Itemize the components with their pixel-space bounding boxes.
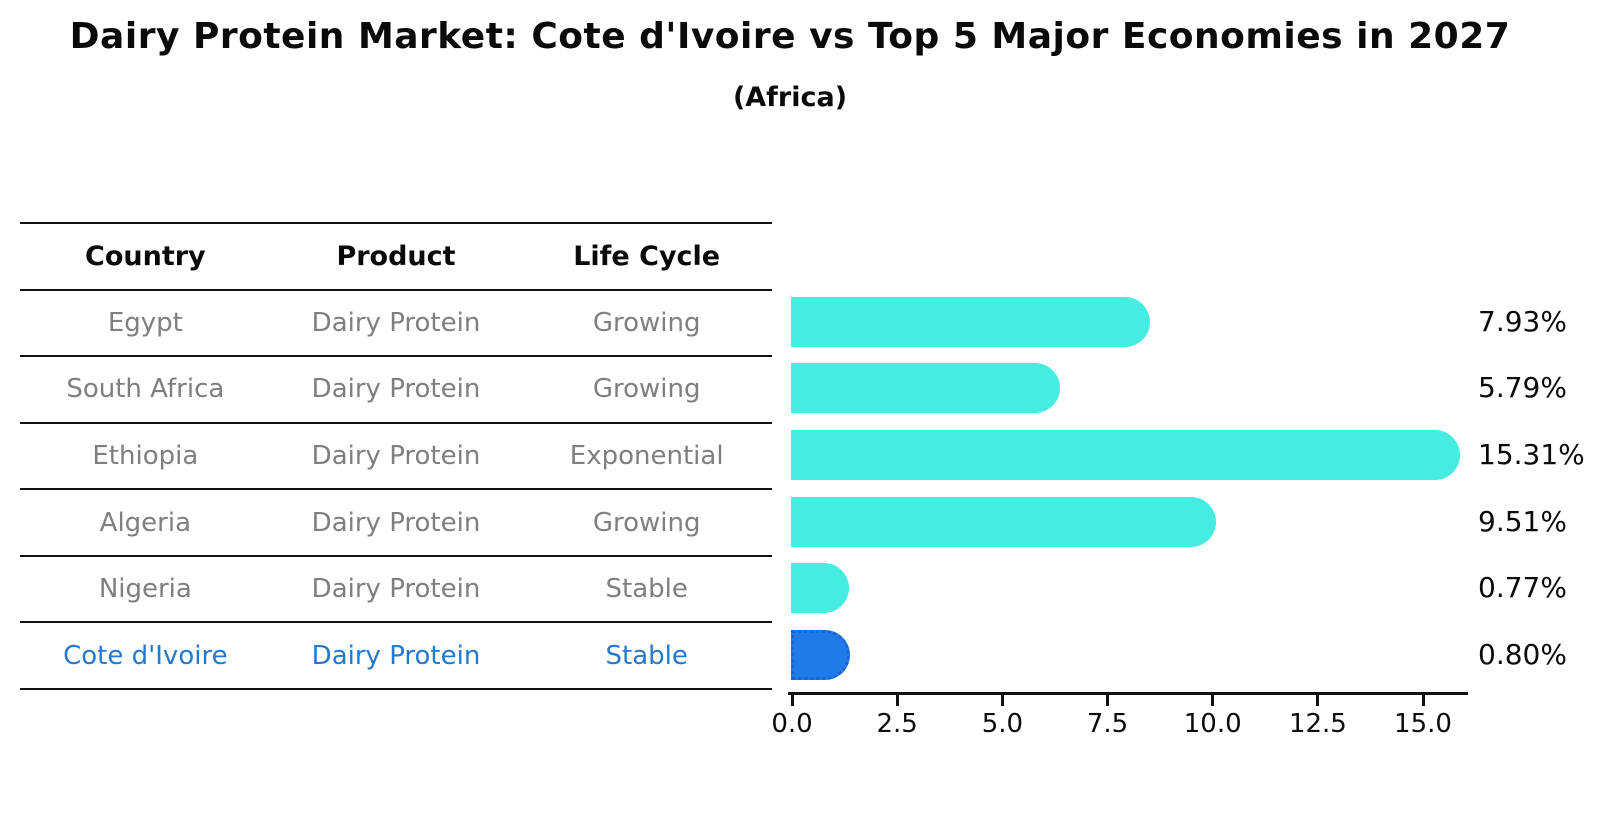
x-axis-tick-mark (790, 695, 794, 706)
table-body: Egypt Dairy Protein Growing South Africa Dai… (20, 291, 772, 690)
x-axis-tick-label: 10.0 (1183, 709, 1242, 739)
bar-algeria (791, 496, 1217, 547)
table-row-south-africa: South Africa Dairy Protein Growing (20, 357, 772, 424)
x-axis-tick-label: 12.5 (1288, 709, 1347, 739)
column-header-country: Country (85, 240, 206, 272)
bar-cote-d-ivoire (791, 629, 850, 680)
table-header-row: Country Product Life Cycle (20, 224, 772, 291)
table-row-nigeria: Nigeria Dairy Protein Stable (20, 557, 772, 624)
x-axis-tick-mark (895, 695, 899, 706)
product-cell: Dairy Protein (311, 640, 481, 671)
x-axis-tick-mark (1106, 695, 1109, 706)
product-cell: Dairy Protein (311, 574, 481, 605)
bar-south-africa (791, 363, 1060, 414)
value-label-ethiopia: 15.31% (1478, 438, 1585, 471)
life-cycle-cell: Growing (592, 507, 701, 538)
bar-egypt (791, 296, 1150, 347)
x-axis-tick-label: 7.5 (1086, 709, 1129, 739)
x-axis-line (788, 692, 1468, 695)
value-label-egypt: 7.93% (1478, 304, 1567, 338)
life-cycle-cell: Exponential (569, 441, 724, 471)
product-cell: Dairy Protein (311, 307, 481, 338)
x-axis-tick-mark (1000, 695, 1004, 706)
x-axis-tick-mark (1421, 695, 1425, 706)
country-cell: Nigeria (98, 574, 192, 605)
x-axis-tick-mark (1211, 695, 1215, 706)
life-cycle-cell: Stable (605, 640, 688, 671)
country-cell: Egypt (107, 307, 183, 338)
value-label-south-africa: 5.79% (1478, 371, 1567, 405)
x-axis-tick-mark (1316, 695, 1320, 706)
x-axis-tick-label: 2.5 (876, 709, 918, 739)
country-cell: Ethiopia (92, 441, 199, 471)
x-axis-tick-label: 0.0 (771, 709, 813, 739)
life-cycle-cell: Growing (592, 374, 701, 405)
value-label-algeria: 9.51% (1478, 504, 1567, 538)
value-label-cote-d-ivoire: 0.80% (1478, 637, 1567, 671)
product-cell: Dairy Protein (311, 374, 481, 405)
country-cell: South Africa (66, 374, 225, 405)
country-table: Country Product Life Cycle Egypt Dairy Pr… (20, 222, 772, 690)
country-cell: Cote d'Ivoire (63, 640, 228, 671)
product-cell: Dairy Protein (311, 441, 481, 471)
chart-subtitle: (Africa) (732, 82, 848, 113)
value-label-nigeria: 0.77% (1478, 571, 1567, 605)
column-header-product: Product (336, 240, 456, 272)
table-row-ethiopia: Ethiopia Dairy Protein Exponential (20, 424, 772, 491)
x-axis-tick-label: 15.0 (1394, 709, 1452, 739)
table-row-cote-d-ivoire: Cote d'Ivoire Dairy Protein Stable (20, 623, 772, 690)
table-row-egypt: Egypt Dairy Protein Growing (20, 291, 772, 358)
column-header-life-cycle: Life Cycle (573, 240, 721, 272)
chart-title: Dairy Protein Market: Cote d'Ivoire vs T… (69, 16, 1511, 57)
table-row-algeria: Algeria Dairy Protein Growing (20, 490, 772, 557)
product-cell: Dairy Protein (311, 507, 481, 538)
life-cycle-cell: Stable (605, 574, 688, 605)
bar-ethiopia (791, 430, 1461, 480)
country-cell: Algeria (99, 507, 192, 538)
life-cycle-cell: Growing (592, 307, 701, 338)
x-axis-tick-label: 5.0 (981, 709, 1024, 739)
bar-nigeria (791, 563, 849, 614)
